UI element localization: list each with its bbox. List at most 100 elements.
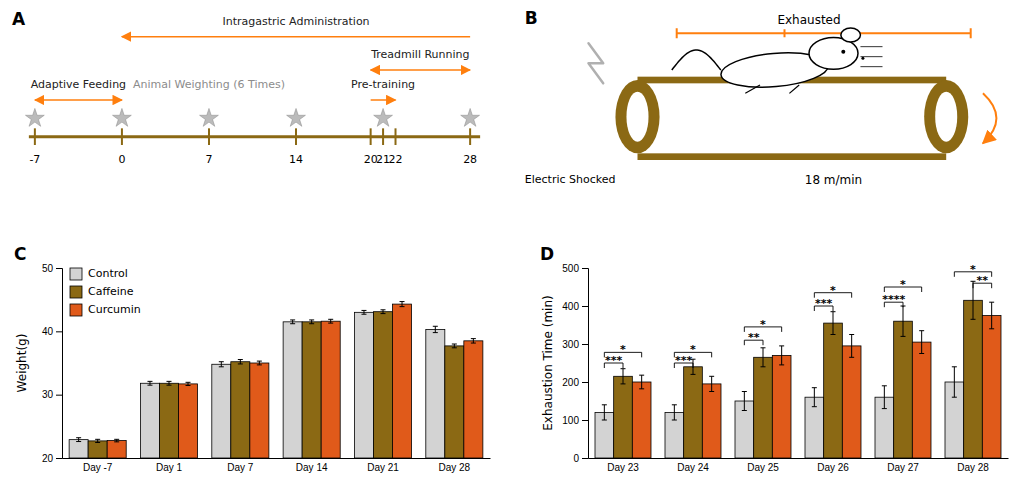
significance-label: * — [760, 318, 766, 331]
error-bar — [621, 369, 626, 384]
tick-label: 400 — [562, 301, 579, 312]
error-bar — [361, 310, 366, 314]
x-tick: Day 14 — [296, 458, 328, 473]
panel-a: A-7071420212228Intragastric Administrati… — [12, 9, 480, 166]
error-bar — [238, 360, 243, 364]
significance-label: * — [690, 343, 696, 356]
bar — [302, 322, 321, 458]
y-axis: 0100200300400500 — [562, 263, 588, 464]
weighting-star — [287, 108, 306, 126]
error-bar — [147, 381, 152, 385]
figure: A-7071420212228Intragastric Administrati… — [0, 0, 1019, 497]
treadmill-belt — [638, 153, 947, 160]
mouse-ear — [841, 28, 861, 42]
error-bar — [989, 302, 994, 329]
diagram-label: Electric Shocked — [525, 173, 616, 186]
error-bar — [709, 376, 714, 391]
significance-label: * — [900, 278, 906, 291]
bar — [250, 363, 269, 458]
axis-line — [582, 269, 589, 459]
x-tick: Day 1 — [156, 458, 183, 473]
timeline — [29, 135, 480, 138]
phase-arrow — [371, 69, 470, 71]
error-bar — [76, 438, 81, 442]
y-axis-title: Exhaustion Time (min) — [541, 295, 555, 430]
panel-d: D0100200300400500Day 23Day 24Day 25Day 2… — [540, 244, 1009, 473]
mouse-whisker — [860, 66, 882, 67]
tick-label: 500 — [562, 263, 579, 274]
mouse-leg — [789, 85, 799, 93]
rotation-arrow — [983, 93, 996, 143]
bar — [684, 367, 703, 458]
y-tick: 30 — [42, 389, 62, 400]
axis-line — [589, 458, 1009, 459]
x-tick: Day 27 — [887, 458, 919, 473]
error-bar — [114, 439, 119, 442]
mouse-leg — [745, 85, 760, 93]
axis-line — [56, 269, 63, 459]
legend-swatch — [70, 304, 82, 316]
error-bar — [471, 339, 476, 343]
treadmill-roller — [924, 80, 968, 153]
tick-mark — [582, 420, 588, 421]
panel-label: C — [14, 244, 26, 264]
y-tick: 200 — [562, 377, 588, 388]
error-bar — [167, 381, 172, 385]
error-bar — [831, 312, 836, 335]
panel-label: B — [525, 8, 538, 28]
timeline-tick-label: -7 — [29, 153, 40, 166]
y-tick: 0 — [573, 453, 588, 464]
timeline-tick-label: 28 — [463, 153, 477, 166]
significance-label: * — [620, 343, 626, 356]
tick-label: Day 25 — [747, 462, 779, 473]
bar — [231, 362, 250, 458]
timeline-tick — [370, 128, 372, 145]
tick-label: Day 28 — [438, 462, 470, 473]
tick-label: Day 26 — [817, 462, 849, 473]
weighting-star — [461, 108, 480, 126]
diagram-label: 18 m/min — [805, 173, 862, 187]
tick-label: Day 24 — [677, 462, 709, 473]
tick-label: Day 27 — [887, 462, 919, 473]
error-bar — [742, 392, 747, 411]
bar — [964, 300, 983, 458]
bar — [321, 321, 340, 458]
error-bar — [290, 320, 295, 324]
timeline-tick — [34, 128, 36, 145]
error-bar — [672, 405, 677, 420]
exhausted-bracket — [677, 28, 971, 38]
panel-c: C20304050Day -7Day 1Day 7Day 14Day 21Day… — [14, 244, 491, 473]
mouse-whisker — [860, 46, 882, 47]
weighting-star — [113, 108, 132, 126]
tick-mark — [582, 344, 588, 345]
timeline-tick — [121, 128, 123, 145]
shock-bolt — [589, 43, 604, 83]
tick-mark — [56, 395, 62, 396]
plot-area — [595, 281, 1001, 458]
error-bar — [433, 326, 438, 332]
x-tick: Day -7 — [83, 458, 113, 473]
bar — [159, 383, 178, 458]
phase-arrow — [371, 99, 396, 101]
x-tick: Day 26 — [817, 458, 849, 473]
error-bar — [812, 388, 817, 407]
mouse-nose — [861, 57, 864, 60]
x-tick: Day 24 — [677, 458, 709, 473]
tick-label: 200 — [562, 377, 579, 388]
x-tick: Day 25 — [747, 458, 779, 473]
bar — [107, 441, 126, 458]
plot-area — [69, 302, 483, 458]
x-tick: Day 28 — [957, 458, 989, 473]
error-bar — [381, 310, 386, 314]
legend-label: Caffeine — [88, 285, 134, 298]
error-bar — [186, 382, 191, 385]
y-tick: 400 — [562, 301, 588, 312]
bar — [982, 316, 1001, 459]
error-bar — [95, 439, 100, 442]
axis-line — [63, 458, 491, 459]
y-tick: 50 — [42, 263, 62, 274]
timeline-tick-label: 7 — [205, 153, 212, 166]
significance-label: ** — [977, 274, 989, 287]
bar — [464, 341, 483, 458]
y-tick: 40 — [42, 326, 62, 337]
